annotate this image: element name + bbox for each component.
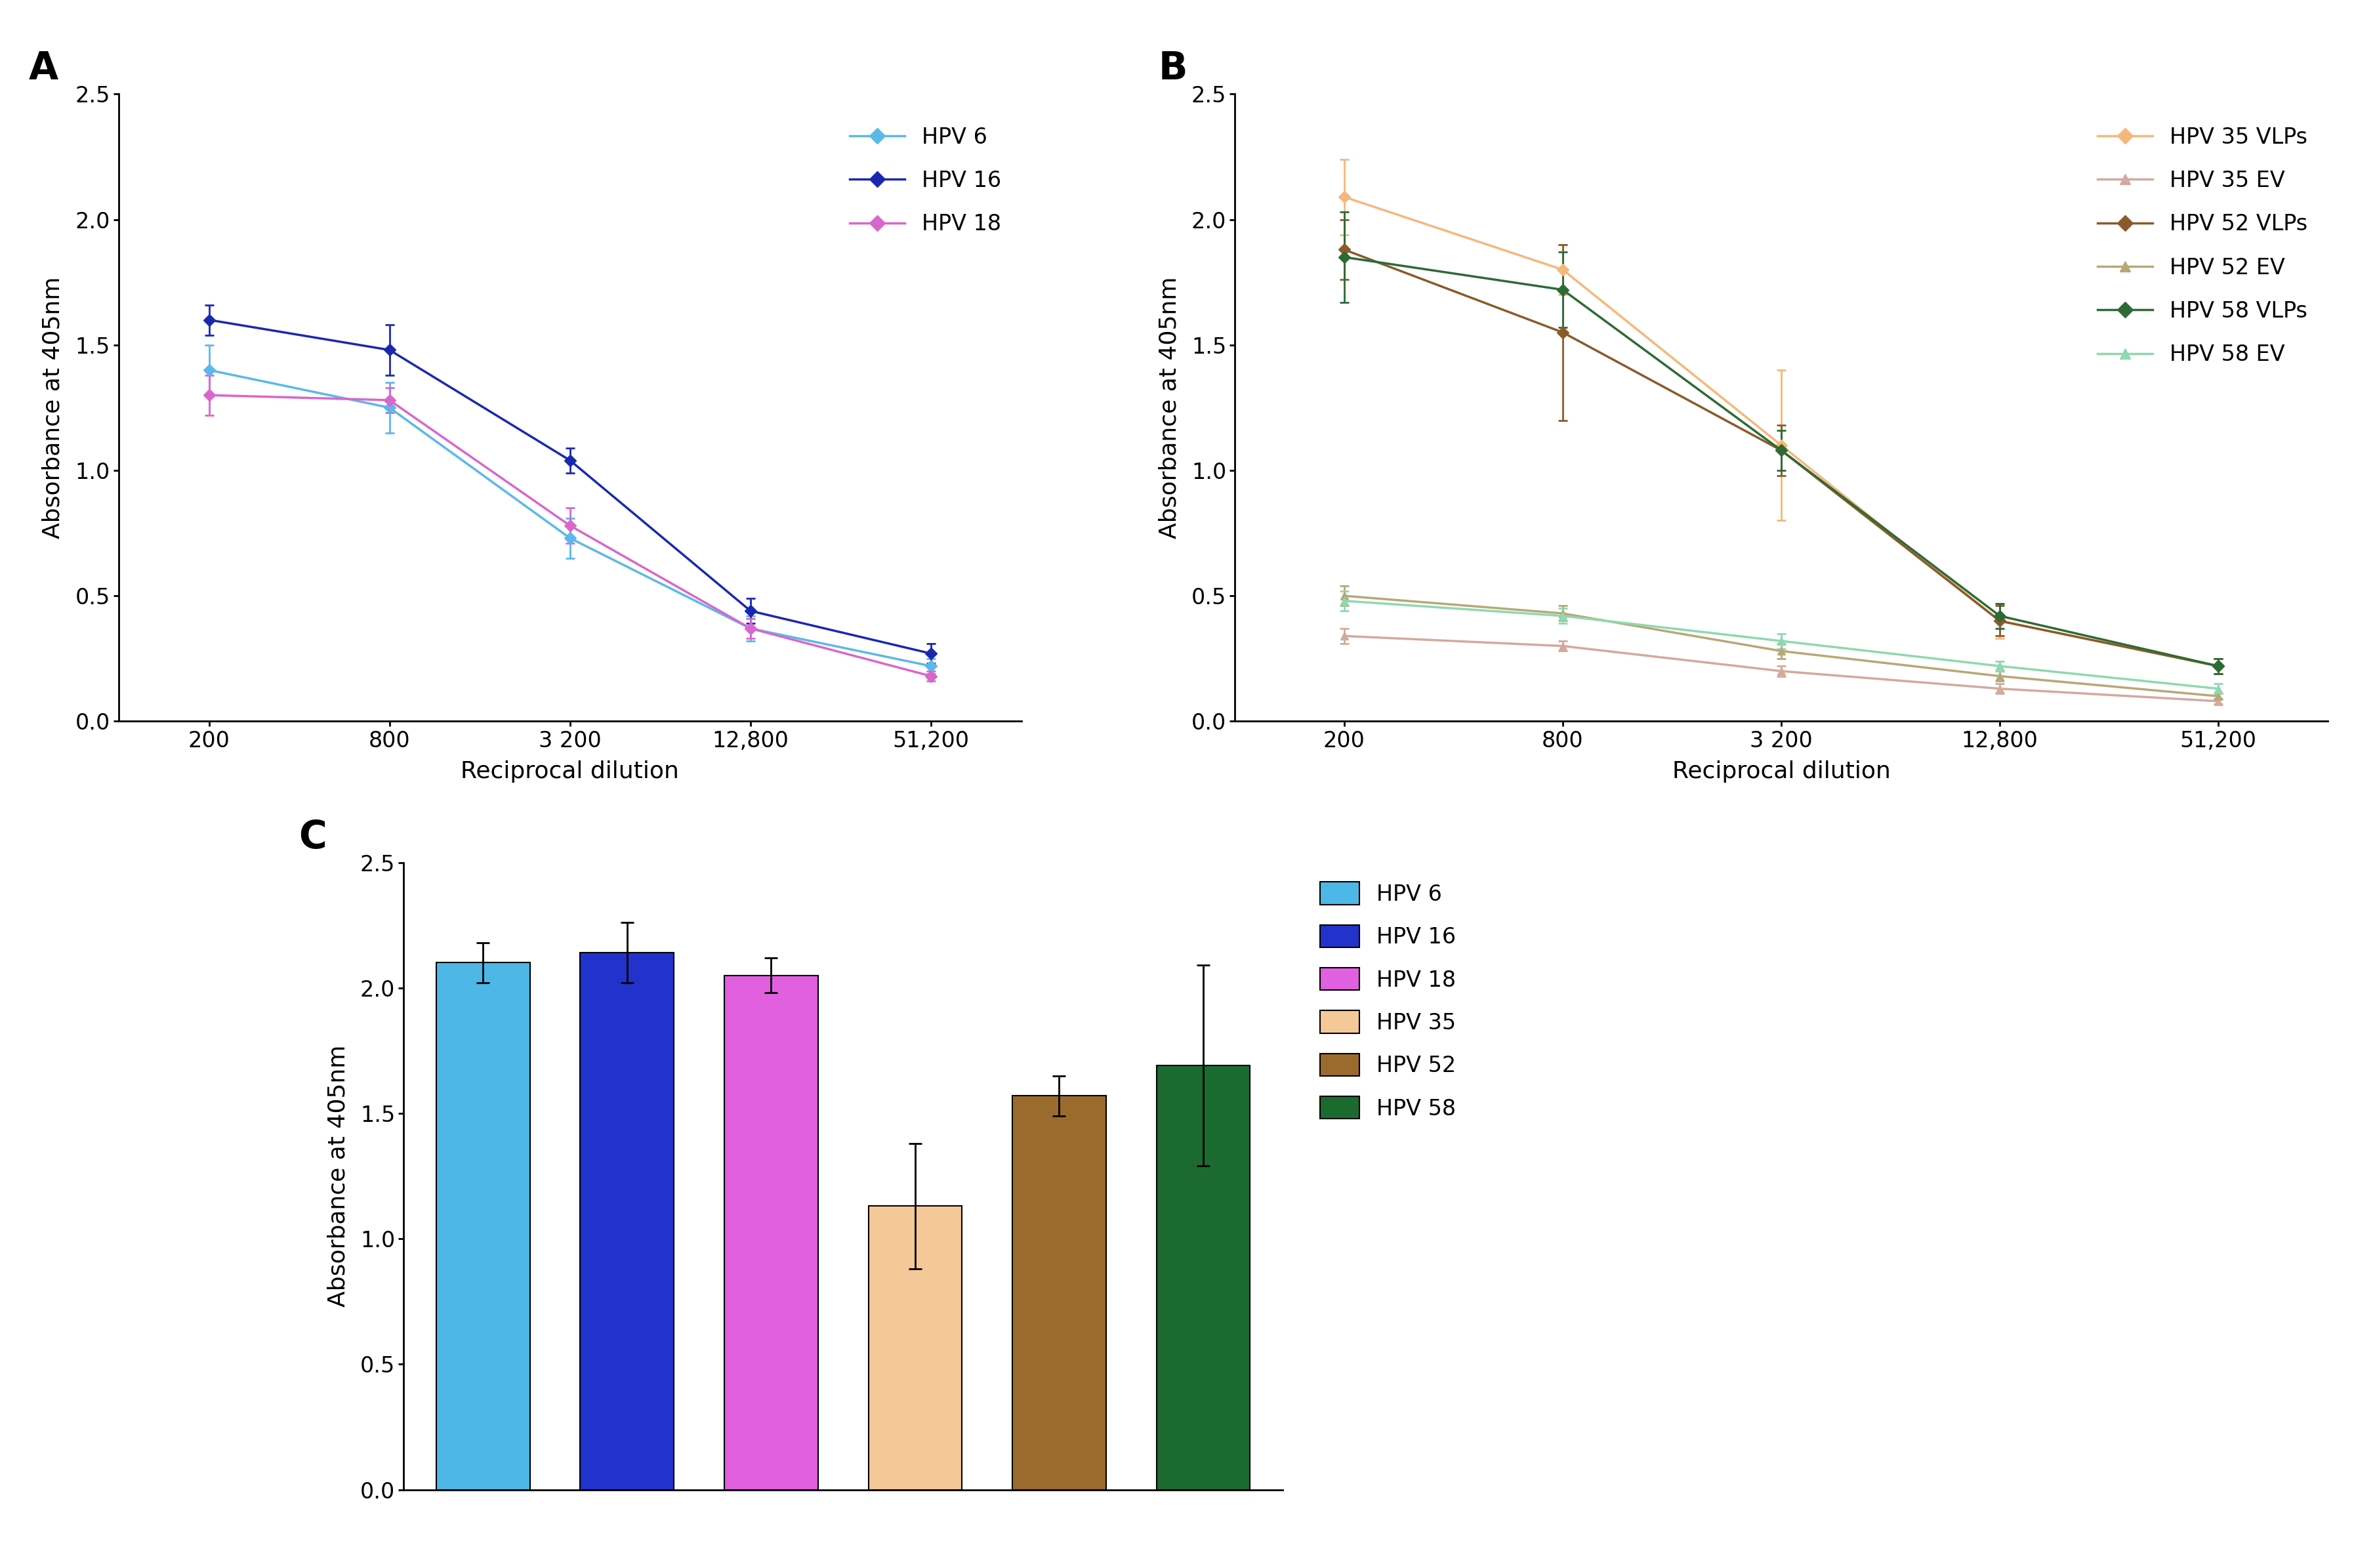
Y-axis label: Absorbance at 405nm: Absorbance at 405nm bbox=[328, 1044, 349, 1308]
Bar bbox=[437, 963, 530, 1490]
Text: B: B bbox=[1159, 50, 1188, 88]
Y-axis label: Absorbance at 405nm: Absorbance at 405nm bbox=[43, 276, 64, 539]
Bar bbox=[869, 1206, 962, 1490]
Bar bbox=[580, 953, 674, 1490]
Text: C: C bbox=[299, 818, 325, 856]
Bar bbox=[1157, 1066, 1249, 1490]
Legend: HPV 6, HPV 16, HPV 18: HPV 6, HPV 16, HPV 18 bbox=[841, 118, 1009, 243]
Bar bbox=[724, 975, 817, 1490]
Legend: HPV 35 VLPs, HPV 35 EV, HPV 52 VLPs, HPV 52 EV, HPV 58 VLPs, HPV 58 EV: HPV 35 VLPs, HPV 35 EV, HPV 52 VLPs, HPV… bbox=[2090, 118, 2316, 375]
Text: A: A bbox=[28, 50, 57, 88]
X-axis label: Reciprocal dilution: Reciprocal dilution bbox=[1672, 760, 1891, 782]
X-axis label: Reciprocal dilution: Reciprocal dilution bbox=[461, 760, 679, 782]
Y-axis label: Absorbance at 405nm: Absorbance at 405nm bbox=[1159, 276, 1180, 539]
Legend: HPV 6, HPV 16, HPV 18, HPV 35, HPV 52, HPV 58: HPV 6, HPV 16, HPV 18, HPV 35, HPV 52, H… bbox=[1311, 873, 1465, 1129]
Bar bbox=[1012, 1096, 1107, 1490]
